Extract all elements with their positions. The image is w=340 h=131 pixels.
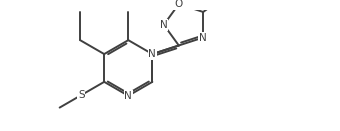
Text: N: N (199, 33, 207, 43)
Text: N: N (160, 20, 168, 30)
Text: N: N (124, 91, 132, 101)
Text: S: S (78, 90, 85, 100)
Text: N: N (149, 49, 156, 59)
Text: O: O (175, 0, 183, 9)
